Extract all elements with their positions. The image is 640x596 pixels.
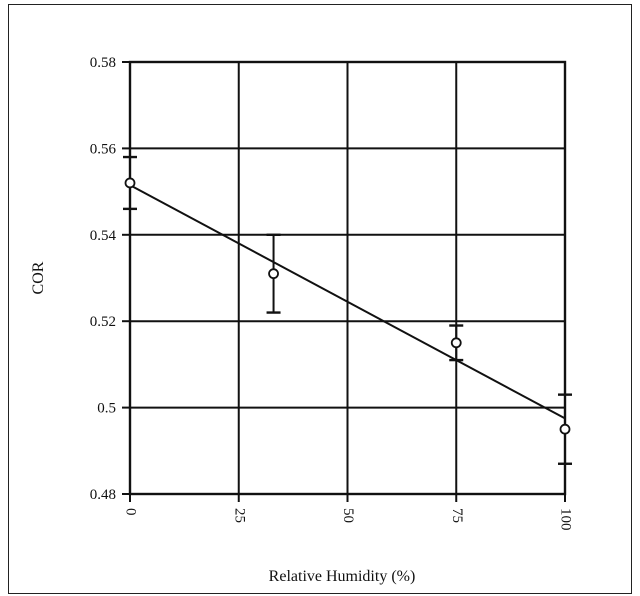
data-point [559,423,571,435]
y-tick-label: 0.5 [97,401,116,417]
trendline-layer [129,184,566,420]
x-tick-label: 25 [231,508,247,523]
x-axis: 0 25 50 75 100 [123,494,574,531]
x-tick-label: 75 [449,508,465,523]
x-axis-title: Relative Humidity (%) [269,568,416,585]
y-tick-label: 0.48 [90,487,116,503]
y-tick-label: 0.52 [90,314,116,330]
data-points [124,177,571,435]
x-tick-label: 100 [558,508,574,531]
grid [129,61,566,495]
y-axis-title: COR [30,261,47,294]
y-tick-label: 0.54 [90,228,117,244]
data-point [124,177,136,189]
x-tick-label: 0 [123,508,139,516]
y-axis: 0.48 0.5 0.52 0.54 0.56 0.58 [90,55,130,503]
figure-frame [8,4,632,594]
data-point [268,268,279,280]
y-tick-label: 0.56 [90,141,117,157]
data-point [450,337,462,349]
trendline [129,184,566,420]
x-tick-label: 50 [340,508,356,523]
y-tick-label: 0.58 [90,55,116,71]
